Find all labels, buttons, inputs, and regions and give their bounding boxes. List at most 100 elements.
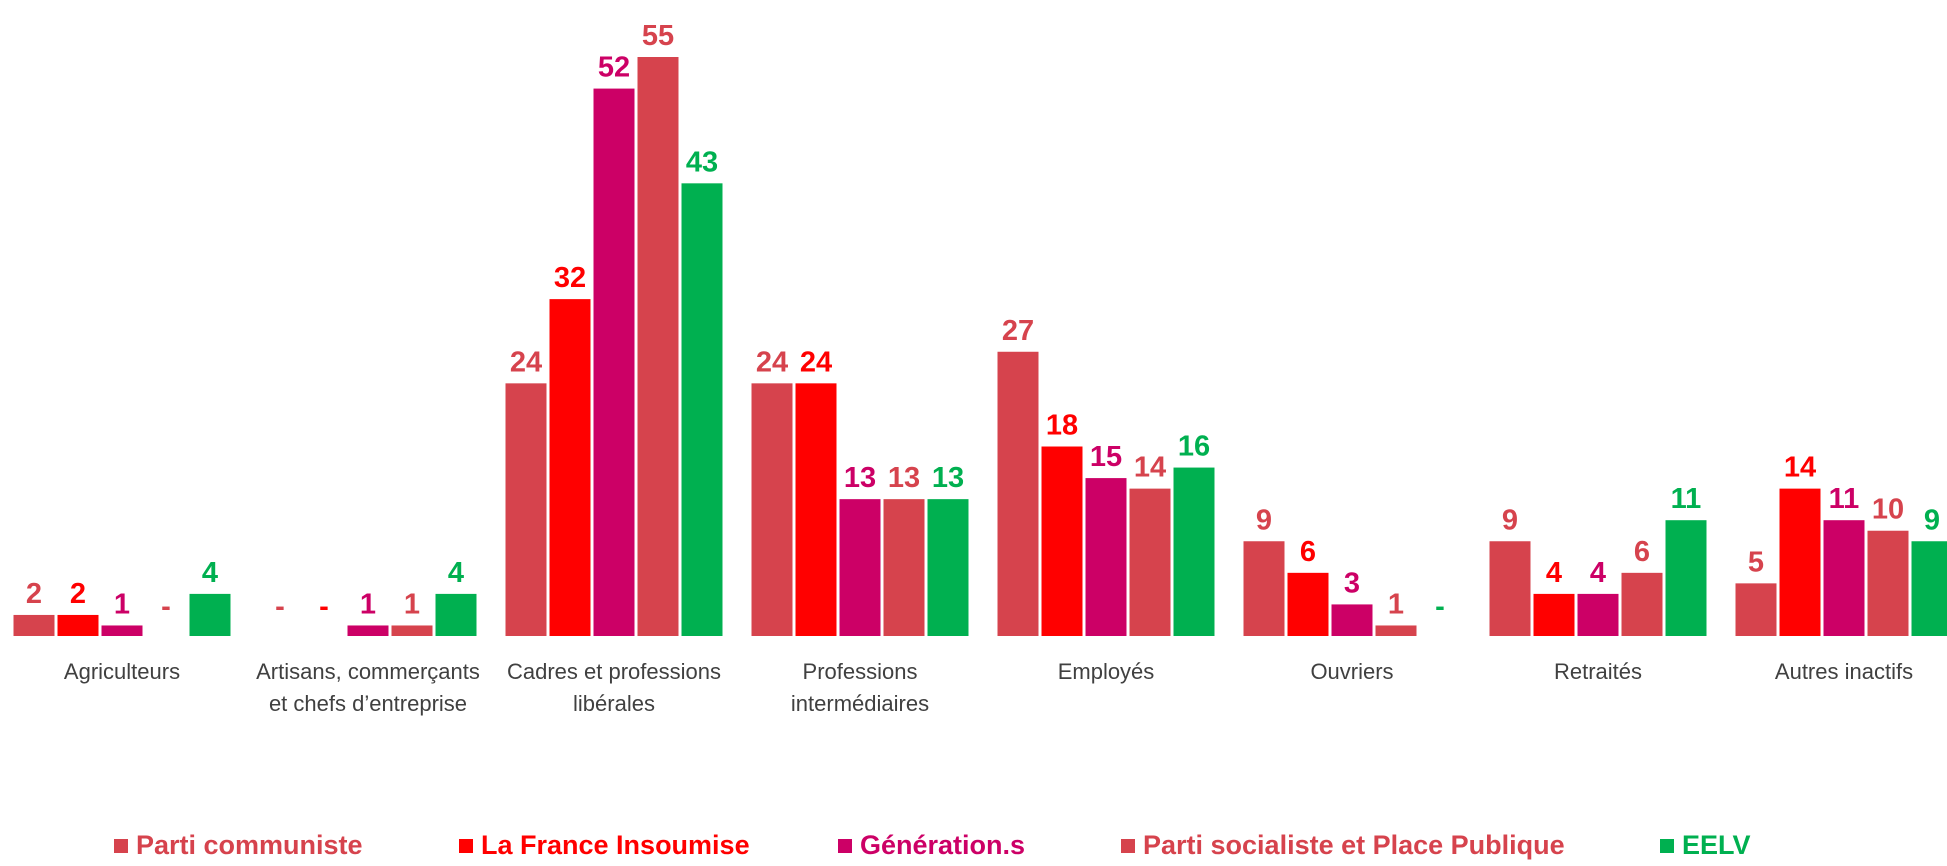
legend-swatch xyxy=(1121,838,1135,853)
bar xyxy=(927,499,969,636)
bar xyxy=(1621,572,1663,636)
data-label: 24 xyxy=(756,346,788,378)
data-label: 27 xyxy=(1002,315,1034,347)
bar xyxy=(391,625,433,636)
data-label: 1 xyxy=(360,588,376,620)
data-label: 15 xyxy=(1090,441,1122,473)
legend-swatch xyxy=(838,838,852,853)
legend-swatch xyxy=(114,838,128,853)
data-label: 1 xyxy=(1388,588,1404,620)
bar xyxy=(839,499,881,636)
bar xyxy=(1823,520,1865,636)
bar xyxy=(1287,572,1329,636)
bar xyxy=(189,593,231,636)
x-tick-label: Retraités xyxy=(1553,659,1643,684)
legend-label: Génération.s xyxy=(860,830,1026,860)
x-tick-label: Cadres et professions libérales xyxy=(507,659,721,716)
data-label: 4 xyxy=(448,557,464,589)
x-tick-label: Professions intermédiaires xyxy=(790,659,930,716)
x-tick-label: Autres inactifs xyxy=(1774,659,1914,684)
data-label: 14 xyxy=(1784,452,1816,484)
data-label: 11 xyxy=(1671,483,1702,515)
bar xyxy=(795,383,837,636)
data-label: 3 xyxy=(1344,567,1360,599)
bar xyxy=(347,625,389,636)
bar xyxy=(681,183,723,636)
legend-label: Parti communiste xyxy=(136,830,363,860)
data-label: 9 xyxy=(1502,504,1518,536)
data-label: 43 xyxy=(686,146,718,178)
bar xyxy=(435,593,477,636)
data-label: 13 xyxy=(844,462,876,494)
data-label: - xyxy=(1435,591,1445,623)
bar xyxy=(883,499,925,636)
legend-label: Parti socialiste et Place Publique xyxy=(1143,830,1565,860)
bar xyxy=(1085,478,1127,636)
data-label: 4 xyxy=(202,557,218,589)
bar xyxy=(1577,593,1619,636)
legend-swatch xyxy=(1660,838,1674,853)
bar xyxy=(57,614,99,636)
bar xyxy=(1041,446,1083,636)
data-label: 13 xyxy=(932,462,964,494)
bar xyxy=(1173,467,1215,636)
x-tick-label: Ouvriers xyxy=(1310,659,1394,684)
bar xyxy=(1375,625,1417,636)
x-tick-label: Employés xyxy=(1057,659,1155,684)
legend-swatch xyxy=(459,838,473,853)
data-label: 10 xyxy=(1872,494,1904,526)
data-label: 18 xyxy=(1046,410,1078,442)
bar xyxy=(593,88,635,637)
legend-label: La France Insoumise xyxy=(481,830,750,860)
data-label: 9 xyxy=(1924,504,1940,536)
bar xyxy=(1735,583,1777,636)
data-label: 6 xyxy=(1634,536,1650,568)
x-tick-label: Artisans, commerçants et chefs d’entrepr… xyxy=(256,659,480,716)
data-label: 1 xyxy=(114,588,130,620)
bar xyxy=(549,299,591,636)
data-label: 52 xyxy=(598,52,630,84)
data-label: - xyxy=(319,591,329,623)
bar xyxy=(1779,488,1821,636)
legend-label: EELV xyxy=(1682,830,1751,860)
data-label: 2 xyxy=(70,578,86,610)
bar xyxy=(1129,488,1171,636)
data-label: 11 xyxy=(1829,483,1860,515)
legend-item: Génération.s xyxy=(838,830,1025,861)
data-label: - xyxy=(161,591,171,623)
bar xyxy=(1665,520,1707,636)
bar xyxy=(1533,593,1575,636)
data-label: 1 xyxy=(404,588,420,620)
data-label: 5 xyxy=(1748,546,1764,578)
legend-item: Parti communiste xyxy=(114,830,363,861)
data-label: 2 xyxy=(26,578,42,610)
data-label: 6 xyxy=(1300,536,1316,568)
data-label: 55 xyxy=(642,20,674,52)
x-tick-label: Agriculteurs xyxy=(63,659,181,684)
bar xyxy=(13,614,55,636)
bar xyxy=(997,351,1039,636)
legend-item: EELV xyxy=(1660,830,1751,861)
bar xyxy=(637,57,679,636)
bar xyxy=(1243,541,1285,636)
bar xyxy=(505,383,547,636)
bar xyxy=(101,625,143,636)
data-label: 24 xyxy=(800,346,832,378)
data-label: 9 xyxy=(1256,504,1272,536)
data-label: 4 xyxy=(1590,557,1606,589)
data-label: 14 xyxy=(1134,452,1166,484)
data-label: 32 xyxy=(554,262,586,294)
legend-item: La France Insoumise xyxy=(459,830,750,861)
bar xyxy=(1331,604,1373,636)
legend-item: Parti socialiste et Place Publique xyxy=(1121,830,1565,861)
data-label: 24 xyxy=(510,346,542,378)
data-label: - xyxy=(275,591,285,623)
data-label: 13 xyxy=(888,462,920,494)
bar xyxy=(751,383,793,636)
data-label: 16 xyxy=(1178,431,1210,463)
data-label: 4 xyxy=(1546,557,1562,589)
bar xyxy=(1489,541,1531,636)
bar xyxy=(1867,530,1909,636)
